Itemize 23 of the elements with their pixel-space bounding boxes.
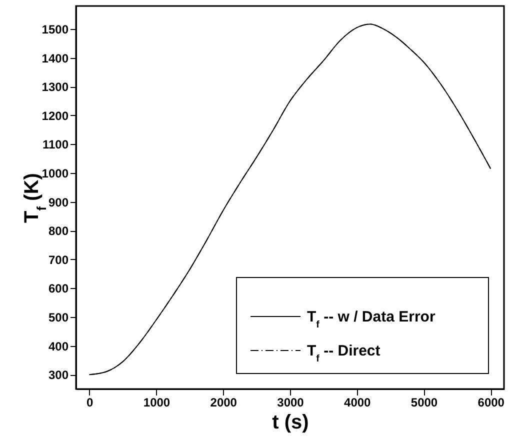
y-tick-label: 300 [48,368,69,382]
y-tick-label: 1500 [42,22,69,37]
y-tick-label: 700 [48,252,69,267]
y-tick-label: 1300 [42,80,69,94]
x-tick-label: 4000 [344,396,372,410]
x-tick-label: 3000 [277,396,304,410]
legend-label: T$_{f}$ -- Direct [307,342,380,364]
x-tick-label: 2000 [210,396,238,410]
y-tick-label: 800 [48,224,69,238]
legend-label: T$_{f}$ -- w / Data Error [307,308,436,330]
x-axis-title: t (s) [272,412,309,434]
y-tick-label: 900 [48,195,69,210]
y-tick-label: 500 [48,310,69,325]
y-tick-label: 400 [48,339,69,354]
y-tick-label: 1000 [42,166,69,181]
x-tick-label: 5000 [410,396,438,410]
y-tick-label: 1400 [42,51,69,66]
x-tick-label: 6000 [478,396,505,410]
x-tick-label: 0 [86,396,94,410]
y-tick-label: 1200 [42,108,69,123]
x-tick-label: 1000 [143,396,170,410]
y-tick-label: 600 [48,282,69,296]
y-tick-label: 1100 [42,138,69,152]
